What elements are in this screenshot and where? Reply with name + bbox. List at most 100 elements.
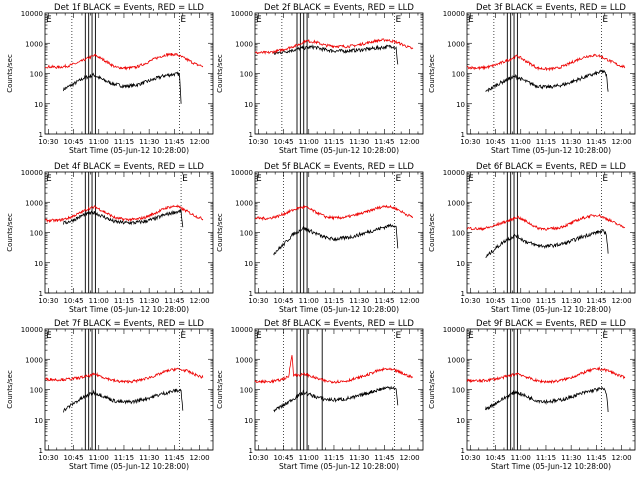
plot-frame (254, 171, 424, 294)
events-series-line (63, 71, 182, 104)
x-tick-label: 10:45 (273, 138, 293, 146)
y-tick-label: 100 (452, 230, 465, 238)
y-tick-label: 10 (34, 260, 43, 268)
y-tick-label: 1000 (25, 40, 43, 48)
x-axis-title: Start Time (05-Jun-12 10:28:00) (279, 146, 399, 155)
x-tick-label: 11:30 (561, 454, 581, 462)
events-series-line (273, 44, 399, 65)
y-tick-label: 10 (34, 417, 43, 425)
marker-label: E (180, 331, 186, 341)
x-tick-label: 11:15 (536, 138, 556, 146)
y-tick-label: 1000 (235, 356, 253, 364)
y-tick-label: 100 (240, 387, 253, 395)
marker-label: E (46, 331, 52, 341)
marker-label: E (602, 15, 608, 25)
y-tick-label: 1 (461, 447, 465, 455)
chart-panel-7: Det 7f BLACK = Events, RED = LLD 1 10 100 10… (6, 319, 214, 471)
marker-label: E (256, 331, 262, 341)
chart-title: Det 3f BLACK = Events, RED = LLD (476, 3, 626, 13)
y-axis-title: Counts/sec (428, 370, 436, 409)
x-axis-title: Start Time (05-Jun-12 10:28:00) (491, 305, 611, 314)
marker-label: E (180, 15, 186, 25)
chart-title: Det 6f BLACK = Events, RED = LLD (476, 162, 626, 172)
x-tick-label: 12:00 (189, 138, 209, 146)
x-tick-label: 11:45 (586, 138, 606, 146)
x-tick-label: 11:30 (349, 138, 369, 146)
chart-title: Det 4f BLACK = Events, RED = LLD (54, 162, 204, 172)
plot-frame (254, 12, 424, 135)
chart-panel-1: Det 1f BLACK = Events, RED = LLD 1 10 100 10… (6, 3, 214, 155)
x-tick-label: 12:00 (189, 297, 209, 305)
y-tick-label: 10000 (443, 326, 465, 334)
y-tick-label: 10000 (231, 10, 253, 18)
y-tick-label: 1000 (25, 356, 43, 364)
x-tick-label: 10:45 (485, 297, 505, 305)
y-tick-label: 1 (461, 290, 465, 298)
x-tick-label: 11:45 (586, 454, 606, 462)
y-axis-title: Counts/sec (428, 54, 436, 93)
marker-label: E (468, 174, 474, 184)
y-tick-label: 10 (244, 101, 253, 109)
x-tick-label: 11:30 (349, 454, 369, 462)
x-tick-label: 11:00 (299, 138, 319, 146)
marker-label: E (395, 174, 401, 184)
x-tick-label: 11:00 (511, 138, 531, 146)
x-tick-label: 12:00 (611, 297, 631, 305)
lld-series-line (44, 367, 204, 384)
y-tick-label: 10000 (231, 326, 253, 334)
x-tick-label: 12:00 (399, 138, 419, 146)
marker-label: E (256, 174, 262, 184)
x-tick-label: 11:00 (299, 454, 319, 462)
y-tick-label: 1 (461, 131, 465, 139)
x-tick-label: 11:45 (374, 297, 394, 305)
x-tick-label: 10:30 (248, 297, 268, 305)
plot-frame (466, 328, 636, 451)
lld-series-line (466, 53, 626, 72)
x-tick-label: 11:45 (164, 138, 184, 146)
x-tick-label: 10:45 (485, 138, 505, 146)
marker-label: E (395, 331, 401, 341)
y-tick-label: 100 (30, 71, 43, 79)
lld-series-line (45, 204, 204, 224)
y-tick-label: 100 (240, 71, 253, 79)
y-axis-title: Counts/sec (216, 54, 224, 93)
y-tick-label: 100 (452, 387, 465, 395)
y-tick-label: 1000 (235, 199, 253, 207)
marker-label: E (602, 331, 608, 341)
x-tick-label: 11:15 (114, 297, 134, 305)
marker-label: E (46, 174, 52, 184)
x-tick-label: 12:00 (399, 297, 419, 305)
x-axis-title: Start Time (05-Jun-12 10:28:00) (69, 146, 189, 155)
y-tick-label: 10000 (443, 10, 465, 18)
x-tick-label: 11:45 (374, 454, 394, 462)
events-series-line (485, 229, 609, 258)
x-tick-label: 11:30 (349, 297, 369, 305)
x-tick-label: 11:30 (139, 454, 159, 462)
x-tick-label: 11:00 (89, 454, 109, 462)
y-tick-label: 10 (456, 417, 465, 425)
plot-frame (44, 328, 214, 451)
x-tick-label: 11:00 (89, 138, 109, 146)
x-tick-label: 10:45 (273, 297, 293, 305)
y-tick-label: 100 (30, 230, 43, 238)
x-tick-label: 11:15 (114, 454, 134, 462)
y-tick-label: 100 (240, 230, 253, 238)
y-axis-title: Counts/sec (6, 213, 14, 252)
marker-label: E (256, 15, 262, 25)
lld-series-line (466, 366, 626, 385)
chart-title: Det 9f BLACK = Events, RED = LLD (476, 319, 626, 329)
marker-label: E (602, 174, 608, 184)
y-tick-label: 1000 (235, 40, 253, 48)
y-axis-title: Counts/sec (216, 213, 224, 252)
chart-title: Det 8f BLACK = Events, RED = LLD (264, 319, 414, 329)
chart-panel-2: Det 2f BLACK = Events, RED = LLD 1 10 100 10… (216, 3, 424, 155)
x-tick-label: 12:00 (611, 138, 631, 146)
y-tick-label: 10000 (21, 169, 43, 177)
chart-title: Det 5f BLACK = Events, RED = LLD (264, 162, 414, 172)
events-series-line (273, 223, 399, 256)
lld-series-line (254, 38, 414, 55)
y-tick-label: 1000 (447, 40, 465, 48)
x-tick-label: 10:30 (460, 454, 480, 462)
x-tick-label: 10:30 (248, 454, 268, 462)
y-tick-label: 1 (39, 131, 43, 139)
